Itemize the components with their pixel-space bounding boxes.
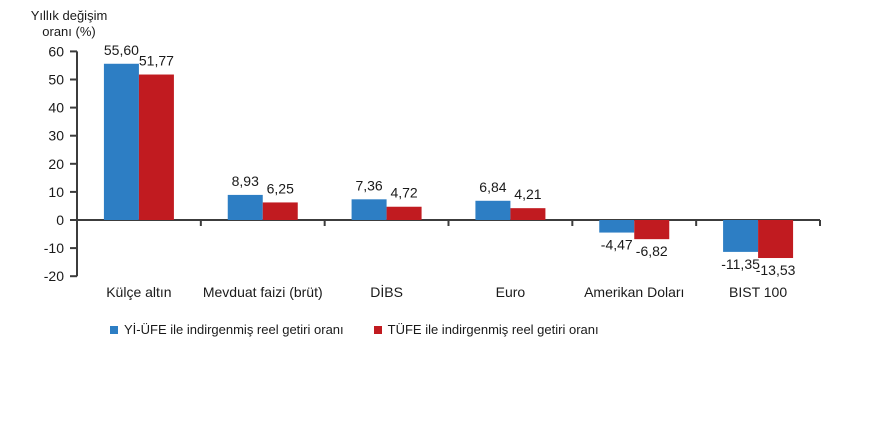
bar-value-label: -4,47 xyxy=(601,237,633,253)
y-axis-tick-label: 50 xyxy=(48,72,64,88)
bar-series-tufe: 51,77 6,25 4,72 4,21 -6,82 -13,53 xyxy=(139,53,796,278)
legend-swatch-tufe-icon xyxy=(373,325,382,334)
y-axis-title-line1: Yıllık değişim xyxy=(30,8,108,23)
bar-value-label: 4,72 xyxy=(390,185,417,201)
bar xyxy=(138,74,174,220)
legend: Yİ-ÜFE ile indirgenmiş reel getiri oranı… xyxy=(110,322,599,337)
bar-value-label: 7,36 xyxy=(355,177,382,193)
legend-label-tufe: TÜFE ile indirgenmiş reel getiri oranı xyxy=(387,322,599,337)
legend-label-yiufe: Yİ-ÜFE ile indirgenmiş reel getiri oranı xyxy=(124,322,344,337)
y-axis-title: Yıllık değişim oranı (%) xyxy=(22,8,116,40)
legend-swatch-yiufe-icon xyxy=(110,325,118,334)
bar xyxy=(634,220,670,240)
bar xyxy=(475,200,511,220)
bar-value-label: -11,35 xyxy=(721,256,760,272)
y-axis-tick-label: 60 xyxy=(48,43,64,59)
bar xyxy=(103,63,139,220)
y-axis-tick-label: 30 xyxy=(48,128,64,144)
y-axis-tick-label: -10 xyxy=(44,240,64,256)
bar xyxy=(510,208,546,220)
y-axis-tick-label: 20 xyxy=(48,156,64,172)
category-label: BIST 100 xyxy=(729,284,787,300)
legend-item-yiufe: Yİ-ÜFE ile indirgenmiş reel getiri oranı xyxy=(110,322,344,337)
bar xyxy=(758,220,794,259)
x-axis xyxy=(76,219,821,226)
category-label: DİBS xyxy=(370,283,403,300)
legend-item-tufe: TÜFE ile indirgenmiş reel getiri oranı xyxy=(373,322,599,337)
bar-value-label: 51,77 xyxy=(139,53,174,69)
bar-value-label: 4,21 xyxy=(514,186,541,202)
y-axis-tick-label: 10 xyxy=(48,184,64,200)
y-axis-tick-label: 0 xyxy=(56,212,64,228)
bar-value-label: 55,60 xyxy=(104,42,139,58)
bar-value-label: -13,53 xyxy=(756,262,796,278)
category-label: Amerikan Doları xyxy=(584,284,684,300)
bar-value-label: 6,84 xyxy=(479,179,506,195)
bar xyxy=(723,220,759,252)
bar-series-yiufe: 55,60 8,93 7,36 6,84 -4,47 -11,35 xyxy=(104,42,760,272)
category-label: Külçe altın xyxy=(106,284,171,300)
y-axis-tick-label: -20 xyxy=(44,268,64,284)
y-axis: 60 50 40 30 20 10 0 -10 -20 xyxy=(44,43,78,284)
bar xyxy=(386,206,422,220)
x-axis-category-labels: Külçe altın Mevduat faizi (brüt) DİBS Euro A… xyxy=(106,283,787,300)
category-label: Mevduat faizi (brüt) xyxy=(203,284,323,300)
category-label: Euro xyxy=(496,284,526,300)
bar-value-label: 6,25 xyxy=(267,180,294,196)
bar xyxy=(351,199,387,220)
bar xyxy=(227,194,263,220)
bar-value-label: 8,93 xyxy=(232,173,259,189)
y-axis-tick-label: 40 xyxy=(48,100,64,116)
bar-value-label: -6,82 xyxy=(636,243,668,259)
bar xyxy=(262,202,298,220)
bar xyxy=(599,220,635,233)
y-axis-title-line2: oranı (%) xyxy=(42,24,96,39)
